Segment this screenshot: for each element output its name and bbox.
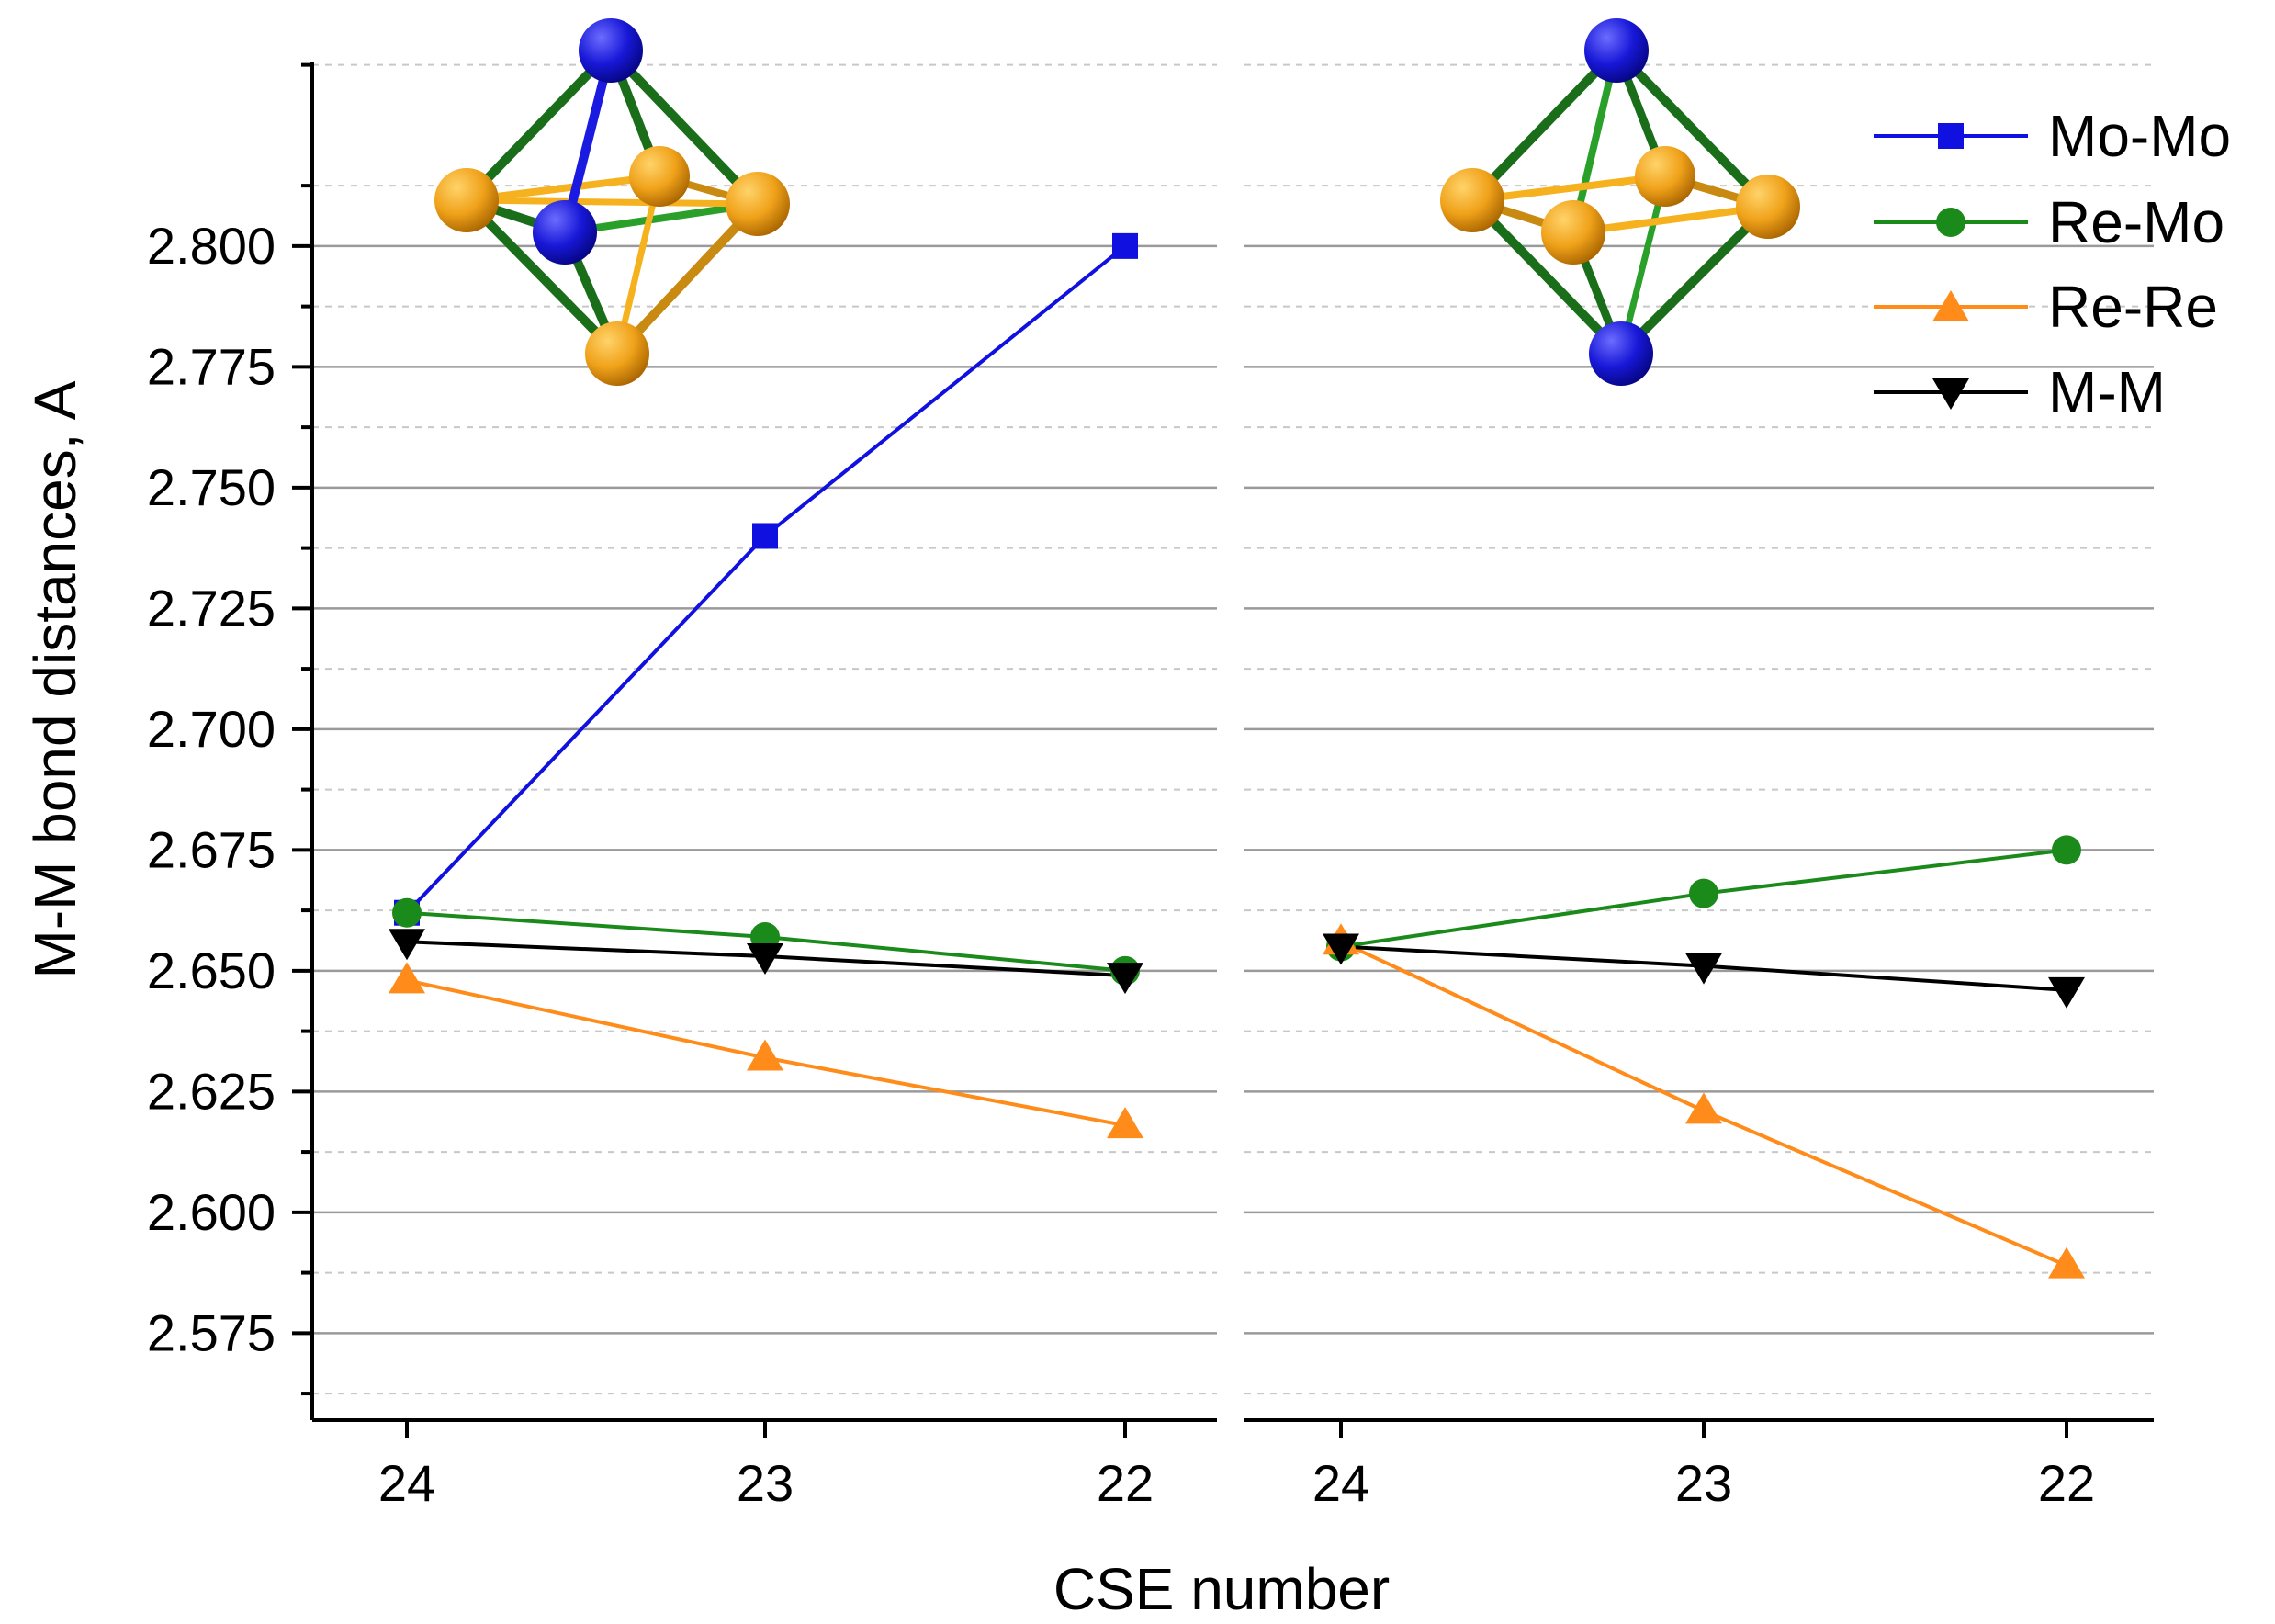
x-tick-label: 24 bbox=[378, 1454, 435, 1512]
y-tick-label: 2.750 bbox=[147, 458, 276, 516]
y-tick-label: 2.575 bbox=[147, 1303, 276, 1361]
x-tick-label: 23 bbox=[1675, 1454, 1732, 1512]
legend-label-mo-mo: Mo-Mo bbox=[2048, 103, 2231, 169]
data-point-m-m bbox=[747, 943, 783, 976]
legend-label-re-mo: Re-Mo bbox=[2048, 189, 2224, 255]
y-tick-label: 2.700 bbox=[147, 700, 276, 758]
data-point-re-re bbox=[747, 1039, 783, 1071]
legend: Mo-Mo Re-Mo Re-Re M-M bbox=[1874, 103, 2231, 425]
data-point-re-re bbox=[389, 962, 425, 994]
y-tick-label: 2.775 bbox=[147, 337, 276, 395]
x-tick-label: 22 bbox=[1097, 1454, 1154, 1512]
y-tick-label: 2.650 bbox=[147, 942, 276, 999]
y-tick-label: 2.600 bbox=[147, 1183, 276, 1241]
data-point-re-re bbox=[2048, 1246, 2085, 1279]
inset-cluster-model-left bbox=[434, 18, 790, 386]
panel-1-series bbox=[389, 232, 1143, 1139]
data-point-re-mo bbox=[392, 897, 422, 928]
legend-marker-re-re bbox=[1932, 290, 1969, 321]
data-point-mo-mo bbox=[1112, 232, 1138, 259]
data-point-m-m bbox=[1323, 933, 1359, 965]
panel-2-series bbox=[1323, 835, 2085, 1279]
data-point-re-re bbox=[1107, 1107, 1143, 1139]
data-point-mo-mo bbox=[752, 523, 778, 549]
x-axis-title: CSE number bbox=[1053, 1556, 1390, 1622]
data-point-m-m bbox=[389, 929, 425, 961]
x-tick-label: 22 bbox=[2038, 1454, 2095, 1512]
y-tick-label: 2.800 bbox=[147, 217, 276, 275]
y-tick-label: 2.625 bbox=[147, 1062, 276, 1120]
grid-lines bbox=[312, 63, 2154, 1395]
legend-label-re-re: Re-Re bbox=[2048, 274, 2218, 340]
y-tick-label: 2.675 bbox=[147, 820, 276, 878]
plot-series bbox=[389, 232, 2085, 1279]
data-point-re-mo bbox=[1689, 878, 1718, 908]
data-point-re-mo bbox=[2052, 835, 2081, 865]
legend-marker-mo-mo bbox=[1938, 123, 1964, 149]
series-line-mo-mo bbox=[405, 244, 1127, 915]
data-point-re-re bbox=[1685, 1092, 1722, 1124]
x-tick-label: 23 bbox=[737, 1454, 794, 1512]
y-axis-title: M-M bond distances, A bbox=[22, 380, 88, 978]
legend-label-m-m: M-M bbox=[2048, 359, 2166, 425]
data-point-m-m bbox=[2048, 976, 2085, 1009]
data-point-m-m bbox=[1685, 953, 1722, 985]
y-tick-label: 2.725 bbox=[147, 579, 276, 637]
legend-marker-re-mo bbox=[1936, 208, 1965, 237]
inset-cluster-model-right bbox=[1440, 18, 1800, 386]
legend-marker-m-m bbox=[1932, 378, 1969, 410]
axes: 24 23 22 24 23 22 2.575 2.600 2.625 2.650 2.675 2.7… bbox=[147, 62, 2154, 1512]
data-point-m-m bbox=[1107, 963, 1143, 995]
x-tick-label: 24 bbox=[1312, 1454, 1369, 1512]
